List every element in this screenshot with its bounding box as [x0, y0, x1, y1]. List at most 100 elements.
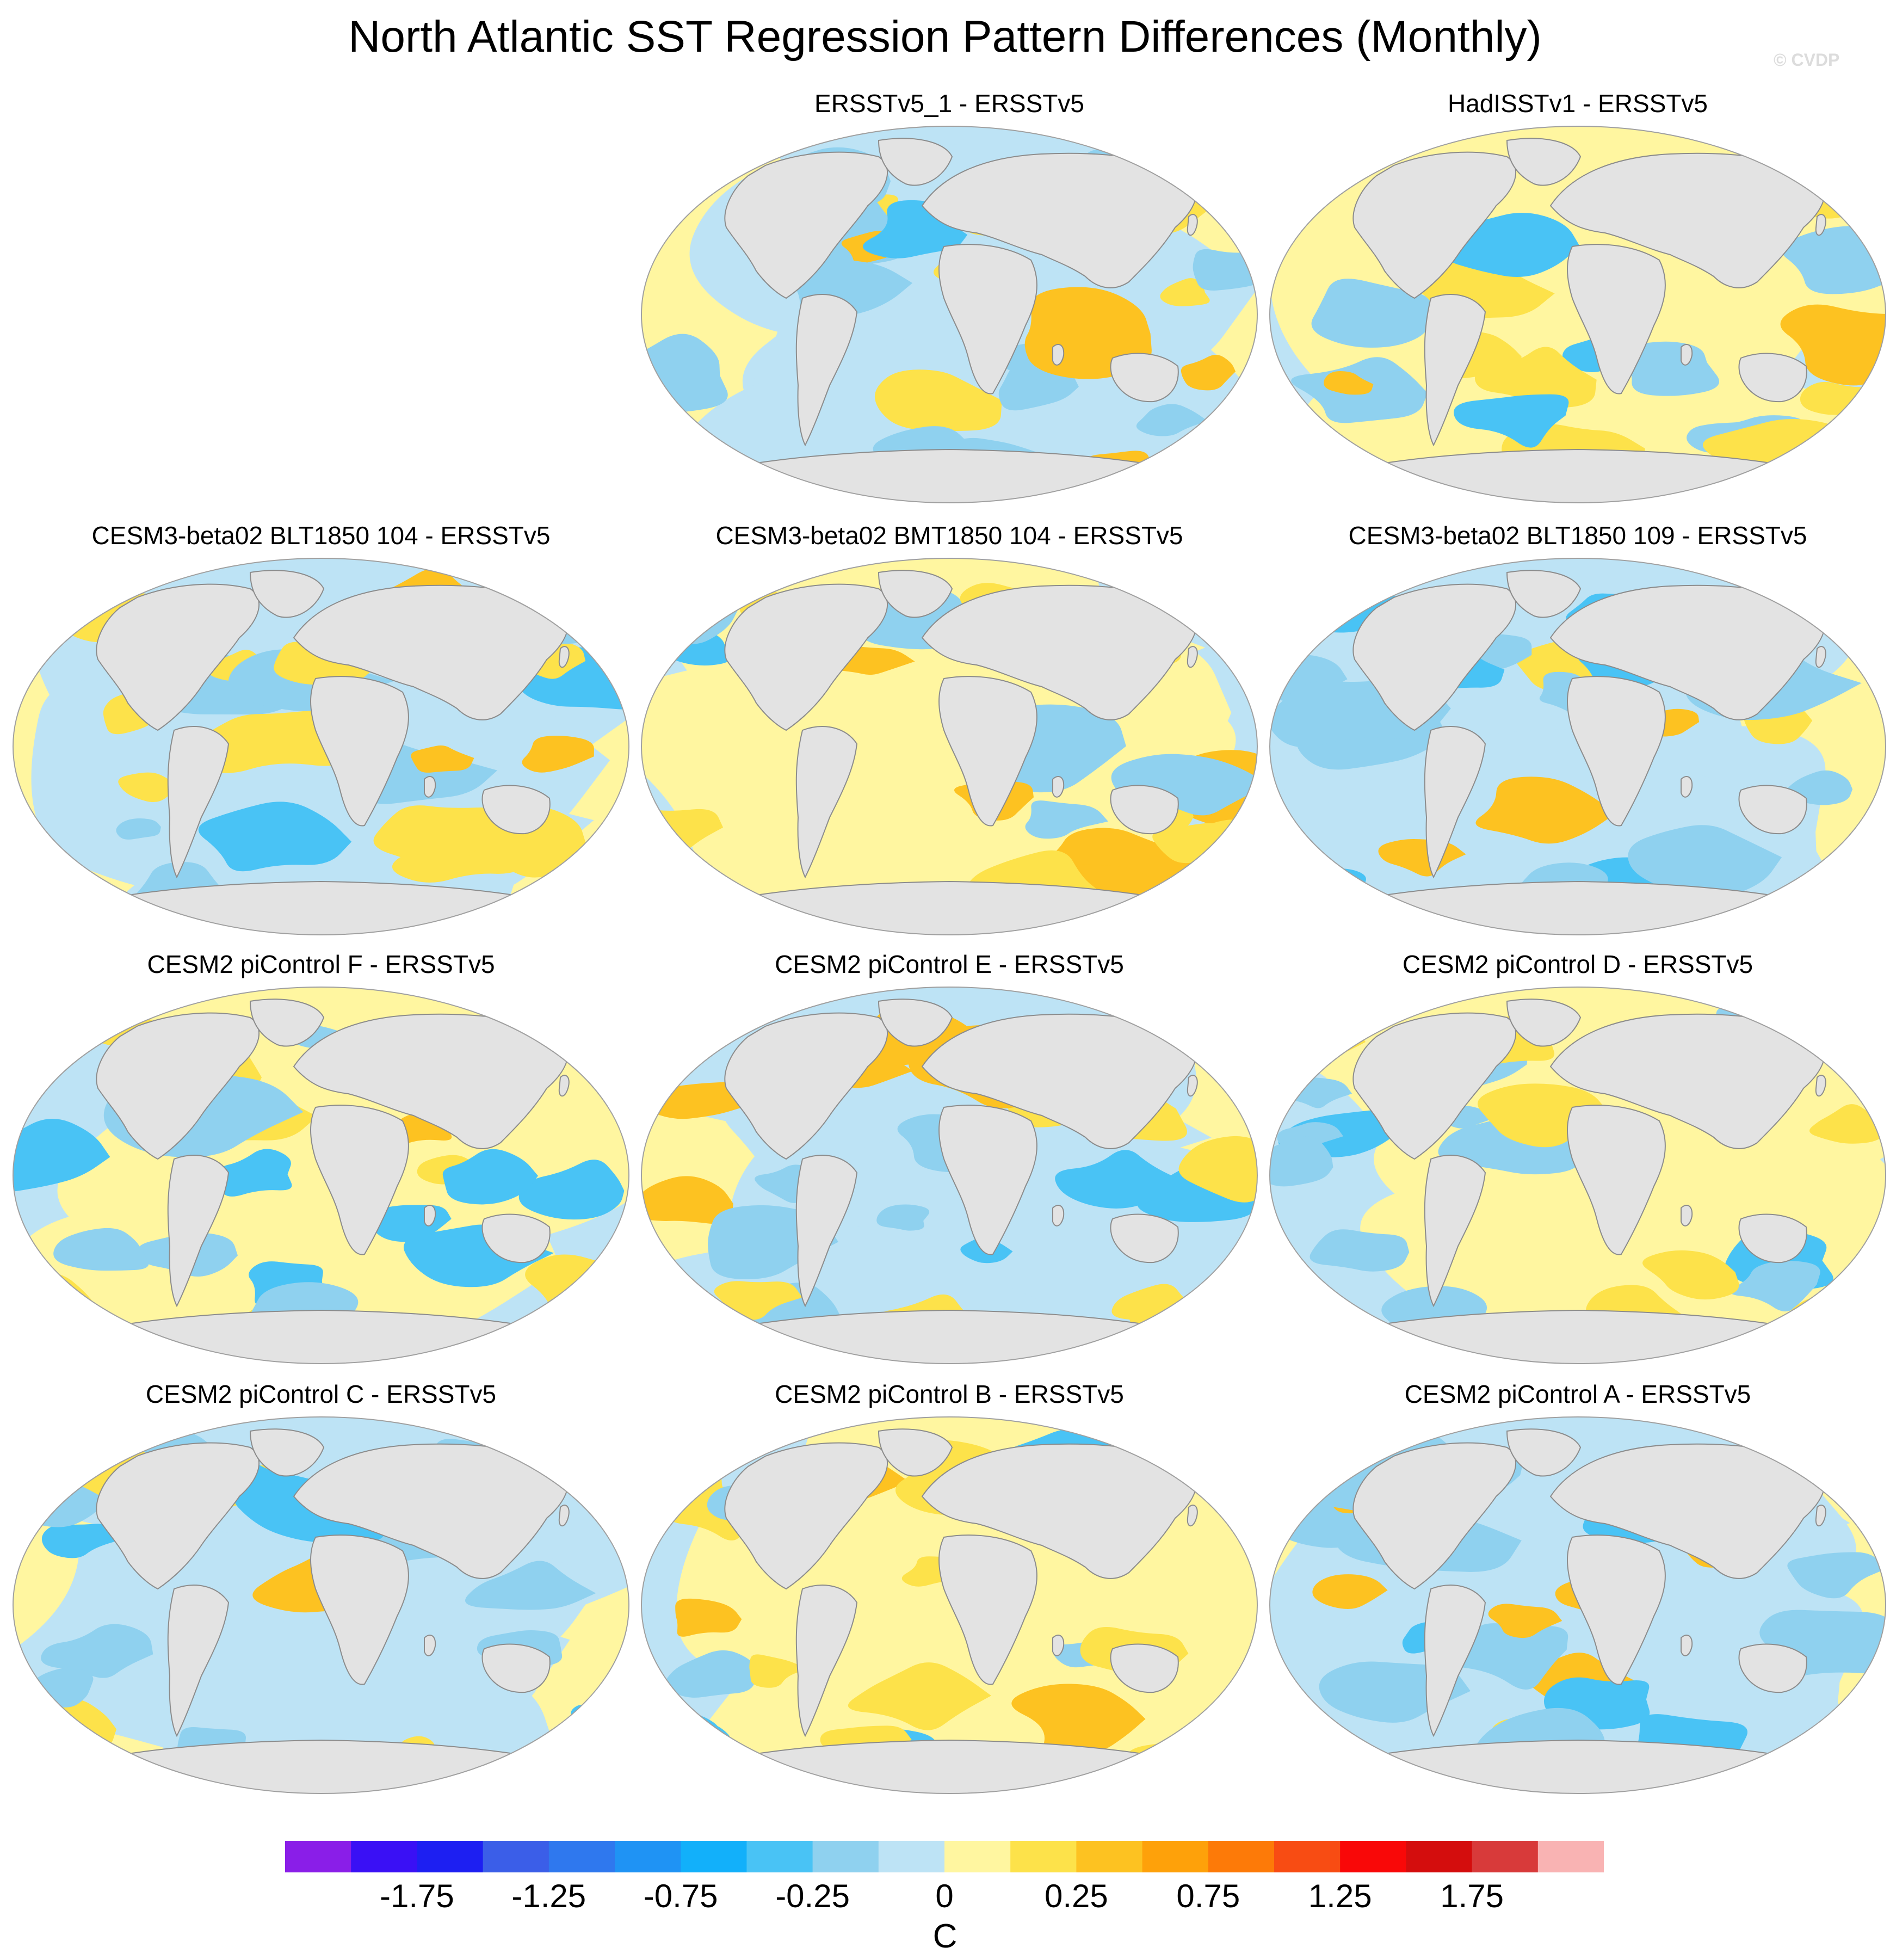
anomaly-patch — [274, 642, 378, 685]
anomaly-patch — [1474, 347, 1597, 408]
land-australia — [1738, 1213, 1807, 1263]
land-japan — [1815, 1075, 1826, 1097]
anomaly-patch — [1011, 1684, 1146, 1756]
anomaly-patch — [675, 1598, 742, 1637]
anomaly-patch — [1628, 825, 1782, 898]
anomaly-patch — [41, 1624, 153, 1678]
map-boundary — [12, 558, 630, 935]
panel-title: CESM2 piControl E - ERSSTv5 — [775, 950, 1124, 978]
land-madagascar — [1052, 1635, 1065, 1656]
land-eurasia — [1549, 152, 1826, 288]
colorbar-swatch — [812, 1841, 879, 1872]
colorbar-swatch — [548, 1841, 615, 1872]
land-namerica — [724, 1442, 888, 1590]
map-boundary — [1269, 126, 1887, 503]
panel-title: CESM3-beta02 BMT1850 104 - ERSSTv5 — [715, 521, 1183, 550]
land-africa — [1567, 244, 1666, 395]
anomaly-patch — [641, 334, 728, 414]
colorbar-swatch — [1340, 1841, 1406, 1872]
anomaly-patch — [1642, 1250, 1739, 1300]
panel-title: CESM3-beta02 BLT1850 104 - ERSSTv5 — [91, 521, 551, 550]
sst-difference-map — [1269, 1416, 1887, 1794]
colorbar-tick-label: 0.75 — [1176, 1878, 1240, 1914]
sst-difference-map — [1269, 987, 1887, 1364]
colorbar-tick-label: 1.25 — [1308, 1878, 1372, 1914]
land-australia — [1110, 1213, 1179, 1263]
colorbar-swatch — [944, 1841, 1011, 1872]
panel-title: CESM2 piControl B - ERSSTv5 — [775, 1380, 1124, 1408]
anomaly-patch — [1488, 1604, 1562, 1638]
land-namerica — [1352, 1442, 1516, 1590]
anomaly-patch — [522, 736, 594, 773]
panel-title: CESM2 piControl A - ERSSTv5 — [1404, 1380, 1751, 1408]
colorbar-tick-label: -1.75 — [380, 1878, 454, 1914]
land-japan — [1187, 214, 1198, 236]
land-madagascar — [1681, 776, 1693, 798]
colorbar-swatch — [1076, 1841, 1143, 1872]
colorbar-tick-label: 1.75 — [1440, 1878, 1504, 1914]
land-madagascar — [1681, 1635, 1693, 1656]
anomaly-patch — [1310, 1229, 1410, 1272]
anomaly-patch — [641, 1176, 733, 1224]
anomaly-patch — [1178, 1136, 1257, 1203]
land-australia — [481, 1643, 551, 1693]
land-madagascar — [1681, 344, 1693, 366]
colorbar-swatch — [1537, 1841, 1604, 1872]
panel-title: HadISSTv1 - ERSSTv5 — [1447, 89, 1708, 118]
anomaly-patch — [665, 1650, 758, 1698]
land-eurasia — [1549, 1443, 1826, 1579]
anomaly-patch — [1181, 355, 1236, 391]
anomaly-patch — [1324, 371, 1374, 395]
land-namerica — [96, 583, 260, 731]
land-japan — [558, 1505, 570, 1527]
anomaly-patch — [848, 1662, 991, 1730]
land-namerica — [96, 1442, 260, 1590]
map-boundary — [12, 987, 630, 1364]
colorbar-tick-label: -0.25 — [775, 1878, 850, 1914]
land-greenland — [878, 570, 953, 618]
anomaly-patch — [442, 1149, 538, 1205]
land-africa — [1567, 676, 1666, 827]
anomaly-patch — [198, 802, 352, 872]
land-greenland — [1506, 138, 1582, 186]
anomaly-patch — [571, 1704, 629, 1729]
colorbar-swatch — [1208, 1841, 1275, 1872]
colorbar — [285, 1841, 1604, 1872]
land-madagascar — [424, 1635, 436, 1656]
land-namerica — [724, 1012, 888, 1160]
land-africa — [938, 244, 1037, 395]
land-samerica — [795, 294, 858, 447]
colorbar-tick-label: -1.25 — [511, 1878, 586, 1914]
anomaly-patch — [41, 1524, 124, 1558]
anomaly-patch — [13, 1119, 110, 1192]
land-africa — [938, 676, 1037, 827]
land-greenland — [878, 999, 953, 1047]
land-greenland — [249, 1428, 325, 1477]
land-australia — [481, 785, 551, 835]
land-japan — [558, 1075, 570, 1097]
land-samerica — [1424, 1155, 1486, 1308]
land-japan — [1815, 214, 1826, 236]
colorbar-swatch — [746, 1841, 813, 1872]
land-samerica — [1424, 1585, 1486, 1737]
land-greenland — [1506, 1428, 1582, 1477]
land-eurasia — [293, 1013, 569, 1149]
anomaly-patch — [454, 807, 586, 878]
sst-difference-map — [640, 987, 1258, 1364]
sst-difference-map — [640, 558, 1258, 935]
map-boundary — [12, 1416, 630, 1794]
land-japan — [1187, 646, 1198, 668]
land-eurasia — [921, 1013, 1197, 1149]
anomaly-patch — [876, 1204, 930, 1231]
anomaly-patch — [1475, 776, 1616, 844]
anomaly-patch — [641, 861, 713, 915]
land-africa — [310, 1105, 409, 1255]
colorbar-swatch — [1142, 1841, 1209, 1872]
land-greenland — [249, 999, 325, 1047]
land-greenland — [878, 138, 953, 186]
land-madagascar — [424, 1205, 436, 1226]
land-australia — [1738, 1643, 1807, 1693]
panel-title: CESM2 piControl F - ERSSTv5 — [147, 950, 495, 978]
anomaly-patch — [1800, 381, 1886, 415]
land-namerica — [1352, 1012, 1516, 1160]
